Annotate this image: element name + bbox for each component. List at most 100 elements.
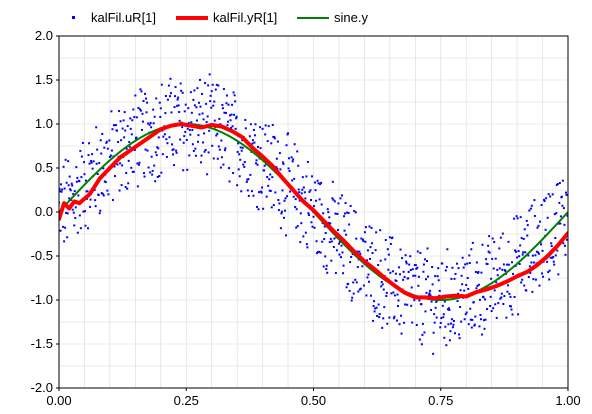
data-point [101, 132, 104, 135]
data-point [530, 204, 533, 207]
data-point [160, 171, 163, 174]
data-point [506, 284, 509, 287]
y-tick-label: -1.0 [31, 292, 53, 307]
data-point [377, 264, 380, 267]
data-point [466, 262, 469, 265]
data-point [141, 120, 144, 123]
data-point [433, 321, 436, 324]
data-point [319, 251, 322, 254]
data-point [179, 82, 182, 85]
data-point [78, 214, 81, 217]
data-point [156, 175, 159, 178]
data-point [397, 299, 400, 302]
data-point [416, 250, 419, 253]
data-point [65, 211, 68, 214]
data-point [528, 265, 531, 268]
data-point [165, 138, 168, 141]
data-point [174, 95, 177, 98]
data-point [127, 182, 130, 185]
data-point [142, 100, 145, 103]
data-point [324, 255, 327, 258]
data-point [127, 159, 130, 162]
data-point [237, 168, 240, 171]
data-point [320, 203, 323, 206]
data-point [79, 227, 82, 230]
y-tick-label: 0.0 [35, 204, 53, 219]
data-point [445, 265, 448, 268]
data-point [95, 126, 98, 129]
data-point [336, 228, 339, 231]
data-point [372, 319, 375, 322]
data-point [293, 143, 296, 146]
data-point [477, 271, 480, 274]
data-point [499, 236, 502, 239]
data-point [59, 187, 61, 190]
data-point [488, 235, 491, 238]
legend-marker [72, 16, 75, 19]
data-point [89, 205, 92, 208]
data-point [282, 216, 285, 219]
data-point [420, 303, 423, 306]
data-point [359, 287, 362, 290]
data-point [146, 149, 149, 152]
data-point [500, 292, 503, 295]
data-point [516, 256, 519, 259]
data-point [385, 294, 388, 297]
data-point [530, 261, 533, 264]
data-point [352, 281, 355, 284]
data-point [244, 127, 247, 130]
data-point [126, 187, 129, 190]
data-point [542, 275, 545, 278]
data-point [135, 136, 138, 139]
data-point [388, 316, 391, 319]
data-point [128, 141, 131, 144]
data-point [564, 253, 567, 256]
data-point [515, 215, 518, 218]
data-point [292, 158, 295, 161]
data-point [163, 133, 166, 136]
data-point [120, 139, 123, 142]
data-point [486, 308, 489, 311]
data-point [541, 272, 544, 275]
data-point [123, 136, 126, 139]
data-point [248, 135, 251, 138]
data-point [540, 243, 543, 246]
data-point [500, 296, 503, 299]
data-point [511, 313, 514, 316]
data-point [325, 268, 328, 271]
data-point [427, 275, 430, 278]
data-point [459, 289, 462, 292]
data-point [132, 170, 135, 173]
data-point [286, 133, 289, 136]
data-point [158, 101, 161, 104]
data-point [357, 290, 360, 293]
data-point [236, 150, 239, 153]
data-point [269, 189, 272, 192]
data-point [301, 188, 304, 191]
data-point [209, 94, 212, 97]
data-point [69, 188, 72, 191]
data-point [186, 168, 189, 171]
data-point [152, 108, 155, 111]
data-point [138, 108, 141, 111]
data-point [482, 296, 485, 299]
data-point [182, 169, 185, 172]
data-point [153, 164, 156, 167]
data-point [531, 290, 534, 293]
series-kalFil-uR-markers [59, 73, 568, 355]
data-point [111, 128, 114, 131]
data-point [456, 300, 459, 303]
data-point [103, 146, 106, 149]
data-point [245, 180, 248, 183]
data-point [271, 176, 274, 179]
data-point [478, 325, 481, 328]
data-point [385, 291, 388, 294]
data-point [428, 293, 431, 296]
data-point [368, 225, 371, 228]
data-point [71, 184, 74, 187]
data-point [425, 291, 428, 294]
data-point [128, 145, 131, 148]
data-point [297, 164, 300, 167]
data-point [260, 191, 263, 194]
data-point [174, 86, 177, 89]
